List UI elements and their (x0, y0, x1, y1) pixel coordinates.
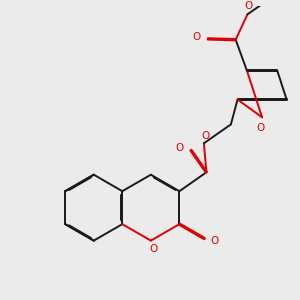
Text: O: O (193, 32, 201, 42)
Text: O: O (202, 131, 210, 141)
Text: O: O (210, 236, 218, 246)
Text: O: O (176, 143, 184, 153)
Text: O: O (150, 244, 158, 254)
Text: O: O (244, 1, 253, 11)
Text: O: O (256, 123, 264, 133)
